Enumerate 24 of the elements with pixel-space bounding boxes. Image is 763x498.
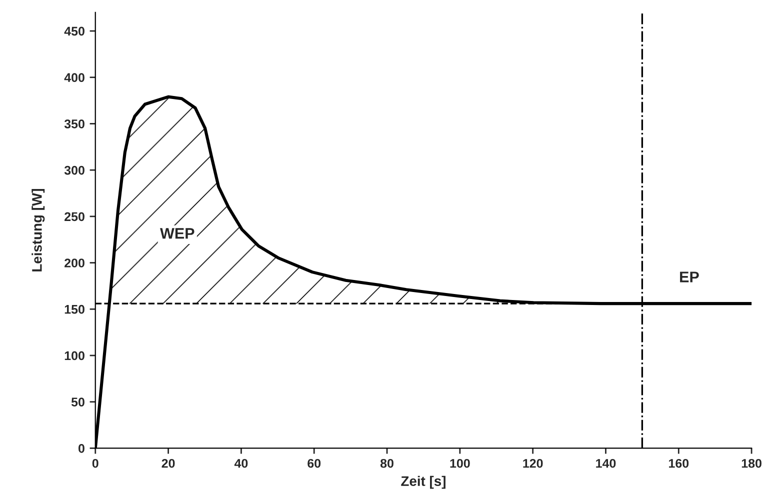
- x-tick-label: 100: [450, 458, 470, 468]
- y-axis-title: Leistung [W]: [32, 189, 45, 272]
- x-tick-label: 160: [669, 458, 689, 468]
- x-tick-label: 60: [308, 458, 321, 468]
- x-tick-label: 120: [523, 458, 543, 468]
- x-tick-label: 20: [162, 458, 175, 468]
- x-tick-label: 40: [234, 458, 248, 468]
- x-tick-label: 0: [92, 458, 98, 468]
- y-tick-label: 100: [64, 351, 84, 360]
- annotation: EP: [680, 272, 699, 282]
- y-tick-label: 250: [64, 212, 84, 222]
- x-tick-label: 80: [380, 458, 394, 468]
- x-tick-label: 180: [742, 458, 762, 468]
- x-tick-label: 140: [596, 458, 616, 468]
- x-axis-title: Zeit [s]: [401, 476, 446, 489]
- y-tick-label: 300: [64, 166, 84, 175]
- annotation: WEP: [160, 228, 194, 239]
- y-tick-label: 400: [64, 73, 84, 82]
- y-tick-label: 0: [78, 444, 84, 453]
- y-tick-label: 150: [64, 304, 84, 314]
- y-tick-label: 350: [64, 120, 84, 128]
- y-tick-label: 200: [64, 258, 84, 268]
- y-tick-label: 450: [64, 26, 84, 36]
- y-tick-label: 50: [71, 398, 84, 406]
